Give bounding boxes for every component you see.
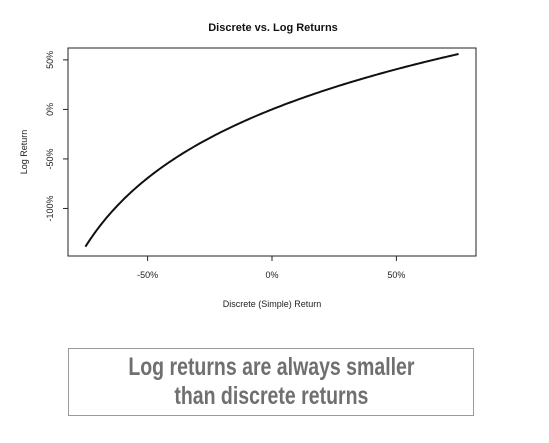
y-axis: -100% -50% 0% 50% — [45, 51, 68, 221]
x-axis: -50% 0% 50% — [137, 256, 405, 280]
y-axis-title: Log Return — [19, 130, 29, 175]
chart-title: Discrete vs. Log Returns — [208, 22, 338, 34]
chart: Discrete vs. Log Returns -50% 0% 50% -100%… — [19, 22, 477, 309]
x-axis-title: Discrete (Simple) Return — [223, 299, 322, 309]
plot-frame — [67, 47, 477, 257]
x-tick-label: 0% — [265, 270, 278, 280]
log-return-curve — [84, 53, 459, 248]
y-tick-label: -50% — [45, 148, 55, 169]
callout-line-1: Log returns are always smaller — [127, 353, 415, 381]
callout-box: Log returns are always smaller than disc… — [68, 348, 474, 416]
y-tick-label: -100% — [45, 195, 55, 221]
y-tick-label: 0% — [45, 103, 55, 116]
callout-line-2: than discrete returns — [174, 382, 368, 410]
x-tick-label: 50% — [387, 270, 405, 280]
y-tick-label: 50% — [45, 51, 55, 69]
x-tick-label: -50% — [137, 270, 158, 280]
